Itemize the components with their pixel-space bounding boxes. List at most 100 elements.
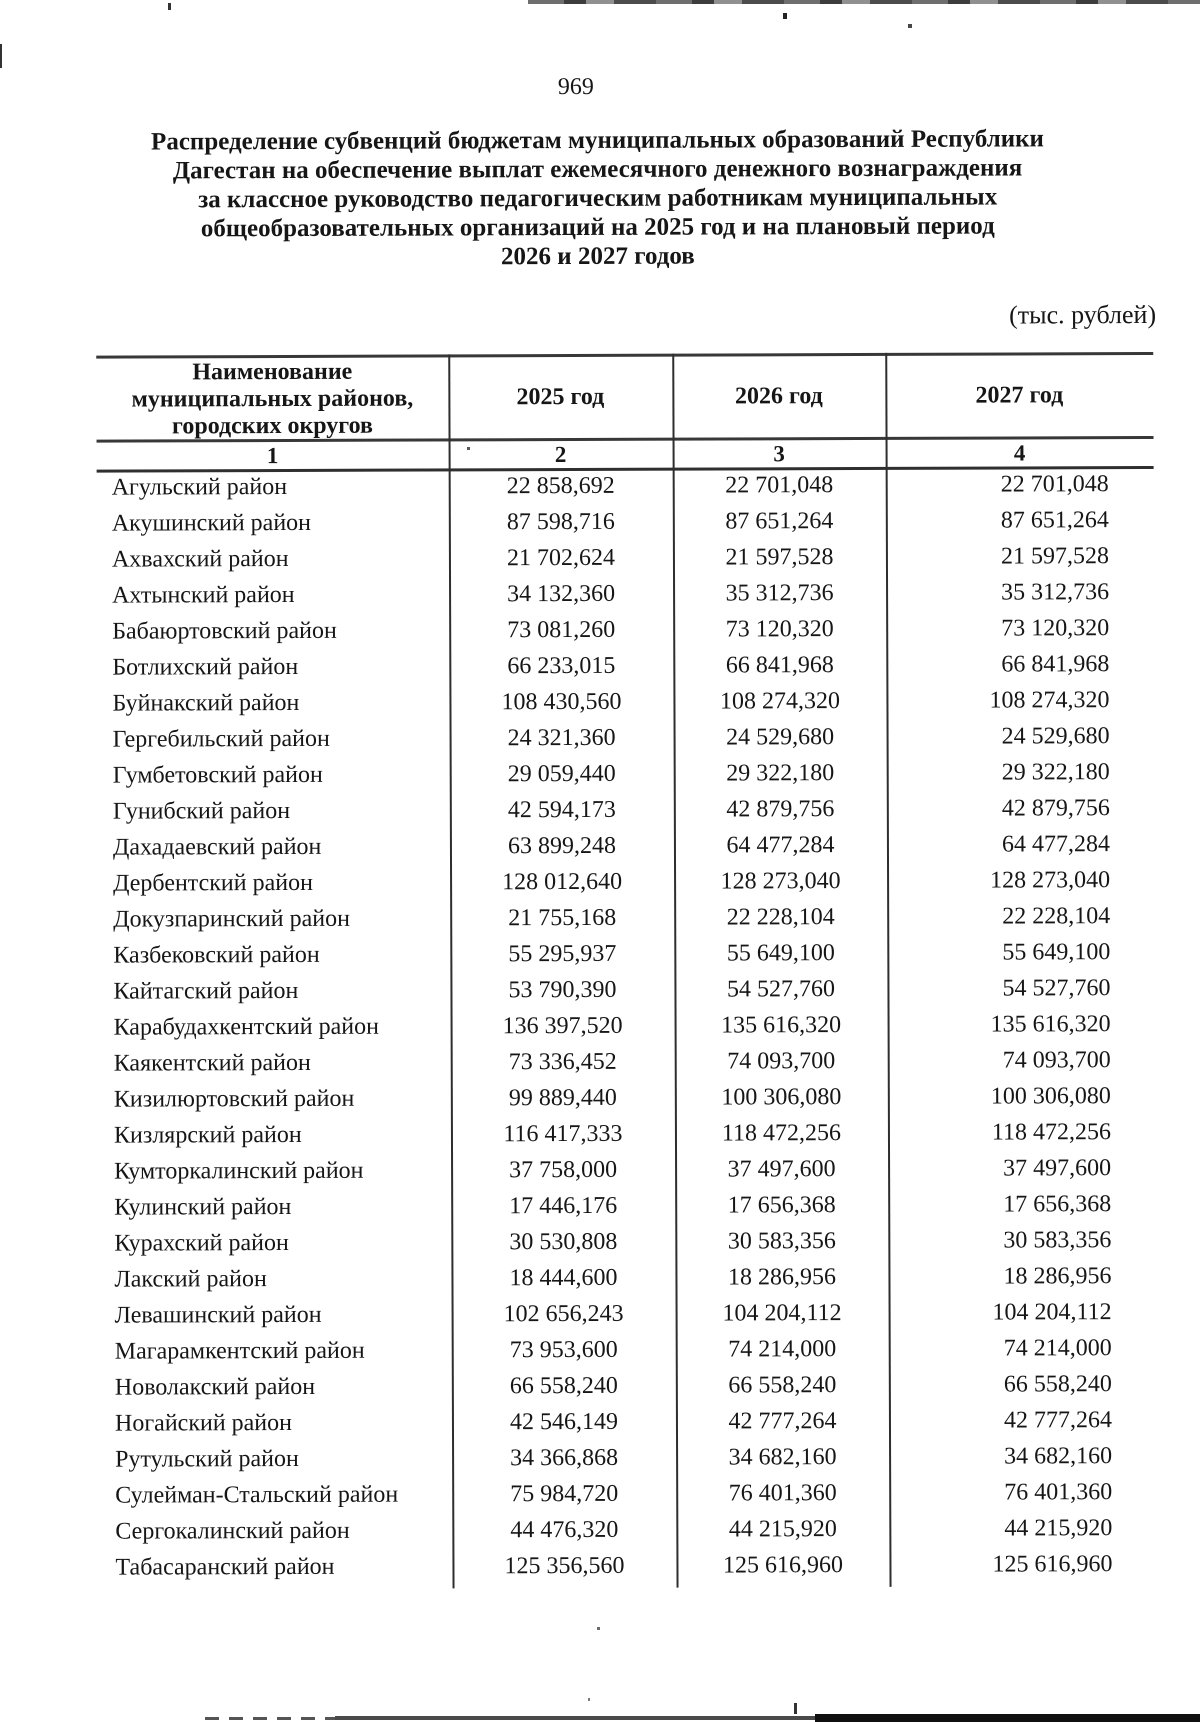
amount-2026: 74 214,000	[728, 1336, 837, 1363]
amount-2026: 64 477,284	[726, 832, 835, 859]
amount-2027: 34 682,160	[1004, 1443, 1113, 1470]
scan-speck	[168, 3, 171, 10]
amount-2027: 135 616,320	[990, 1011, 1111, 1038]
amount-2025: 17 446,176	[509, 1192, 618, 1220]
district-name: Карабудахкентский район	[113, 1013, 379, 1041]
table-row: Курахский район 30 530,808 30 583,356 30 58…	[99, 1222, 1156, 1262]
amount-2026: 54 527,760	[726, 976, 835, 1003]
amount-2027: 128 273,040	[990, 867, 1111, 894]
amount-2025: 125 356,560	[504, 1552, 625, 1580]
amount-2025: 75 984,720	[510, 1480, 619, 1508]
district-name: Магарамкентский район	[114, 1337, 365, 1365]
table-row: Кулинский район 17 446,176 17 656,368 17 65…	[99, 1186, 1156, 1226]
amount-2026: 44 215,920	[728, 1516, 837, 1543]
district-name: Дахадаевский район	[112, 833, 322, 861]
table-row: Лакский район 18 444,600 18 286,956 18 286,…	[99, 1258, 1156, 1298]
table-row: Акушинский район 87 598,716 87 651,264 87 6…	[97, 502, 1154, 542]
amount-2026: 24 529,680	[726, 724, 835, 751]
district-name: Табасаранский район	[115, 1553, 335, 1581]
scan-artifact-bottom-dashes	[205, 1717, 337, 1720]
amount-2025: 55 295,937	[508, 940, 617, 968]
table-row: Ботлихский район 66 233,015 66 841,968 66 8…	[97, 646, 1154, 686]
table-row: Гумбетовский район 29 059,440 29 322,180 29…	[98, 754, 1155, 794]
table-row: Кизилюртовский район 99 889,440 100 306,08…	[99, 1078, 1156, 1118]
title-line: 2026 и 2027 годов	[500, 242, 695, 271]
amount-2025: 128 012,640	[502, 868, 623, 896]
amount-2025: 21 755,168	[508, 904, 617, 932]
amount-2027: 42 879,756	[1001, 795, 1110, 822]
amount-2026: 66 841,968	[725, 652, 834, 679]
district-name: Казбековский район	[113, 941, 320, 969]
scan-speck	[0, 44, 2, 68]
title-line: Дагестан на обеспечение выплат ежемесячн…	[172, 154, 1023, 185]
amount-2027: 35 312,736	[1001, 579, 1110, 606]
amount-2027: 64 477,284	[1001, 831, 1110, 858]
amount-2026: 55 649,100	[726, 940, 835, 967]
amount-2025: 44 476,320	[510, 1516, 619, 1544]
column-header-name-line: муниципальных районов,	[131, 385, 414, 413]
amount-2027: 42 777,264	[1003, 1407, 1113, 1434]
district-name: Гумбетовский район	[112, 761, 323, 789]
table-row: Табасаранский район 125 356,560 125 616,96…	[100, 1546, 1157, 1586]
table-row: Карабудахкентский район 136 397,520 135 61…	[99, 1006, 1156, 1046]
table-row: Магарамкентский район 73 953,600 74 214,00…	[100, 1330, 1157, 1370]
district-name: Курахский район	[114, 1229, 289, 1257]
table-row: Гергебильский район 24 321,360 24 529,680 2…	[98, 718, 1155, 758]
title-line: общеобразовательных организаций на 2025 …	[200, 212, 995, 243]
district-name: Гергебильский район	[112, 725, 330, 753]
amount-2026: 37 497,600	[727, 1156, 836, 1183]
amount-2027: 104 204,112	[992, 1299, 1112, 1326]
table-row: Буйнакский район 108 430,560 108 274,320 10…	[97, 682, 1154, 722]
district-name: Докузпаринский район	[113, 905, 350, 933]
amount-2025: 66 233,015	[507, 652, 616, 680]
column-number: 2	[554, 441, 567, 467]
column-number: 4	[1013, 439, 1026, 465]
amount-2027: 118 472,256	[991, 1119, 1111, 1146]
page-number: 969	[557, 73, 594, 101]
table-row: Ногайский район 42 546,149 42 777,264 42 77…	[100, 1402, 1157, 1442]
amount-2026: 104 204,112	[722, 1300, 842, 1327]
district-name: Левашинский район	[114, 1301, 322, 1329]
amount-2025: 102 656,243	[503, 1300, 624, 1328]
scan-speck	[794, 1703, 797, 1714]
table-row: Ахтынский район 34 132,360 35 312,736 35 31…	[97, 574, 1154, 614]
district-name: Лакский район	[114, 1266, 267, 1293]
amount-2025: 22 858,692	[506, 472, 615, 500]
district-name: Кайтагский район	[113, 977, 299, 1005]
amount-2025: 53 790,390	[508, 976, 617, 1004]
district-name: Ботлихский район	[112, 653, 299, 681]
district-name: Кулинский район	[114, 1193, 292, 1221]
table-row: Ахвахский район 21 702,624 21 597,528 21 59…	[97, 538, 1154, 578]
amount-2027: 17 656,368	[1003, 1191, 1112, 1218]
amount-2026: 125 616,960	[722, 1552, 844, 1579]
amount-2027: 125 616,960	[992, 1551, 1113, 1578]
amount-2026: 42 879,756	[726, 796, 835, 823]
district-name: Бабаюртовский район	[112, 617, 337, 645]
amount-2027: 54 527,760	[1002, 975, 1111, 1002]
amount-2025: 73 336,452	[508, 1048, 617, 1076]
column-header-2025: 2025 год	[516, 383, 605, 411]
amount-2026: 34 682,160	[728, 1444, 837, 1471]
amount-2026: 18 286,956	[727, 1264, 837, 1291]
district-name: Ахтынский район	[112, 581, 295, 609]
amount-2027: 55 649,100	[1002, 939, 1111, 966]
amount-2027: 37 497,600	[1003, 1155, 1112, 1182]
column-header-name-line: городских округов	[171, 412, 373, 440]
table-row: Докузпаринский район 21 755,168 22 228,104…	[98, 898, 1155, 938]
amount-2026: 29 322,180	[726, 760, 835, 787]
amount-2025: 37 758,000	[509, 1156, 618, 1184]
amount-2025: 24 321,360	[507, 724, 616, 752]
table-row: Каякентский район 73 336,452 74 093,700 74 …	[99, 1042, 1156, 1082]
district-name: Каякентский район	[113, 1049, 311, 1077]
amount-2027: 87 651,264	[1000, 507, 1109, 534]
amount-2027: 66 558,240	[1003, 1371, 1112, 1398]
amount-2027: 30 583,356	[1003, 1227, 1112, 1254]
amount-2025: 42 546,149	[509, 1408, 619, 1436]
amount-2027: 22 701,048	[1000, 471, 1109, 498]
units-note: (тыс. рублей)	[1009, 299, 1157, 330]
column-header-2027: 2027 год	[975, 382, 1064, 409]
amount-2026: 22 701,048	[725, 472, 834, 499]
column-header-name-line: Наименование	[192, 358, 353, 386]
